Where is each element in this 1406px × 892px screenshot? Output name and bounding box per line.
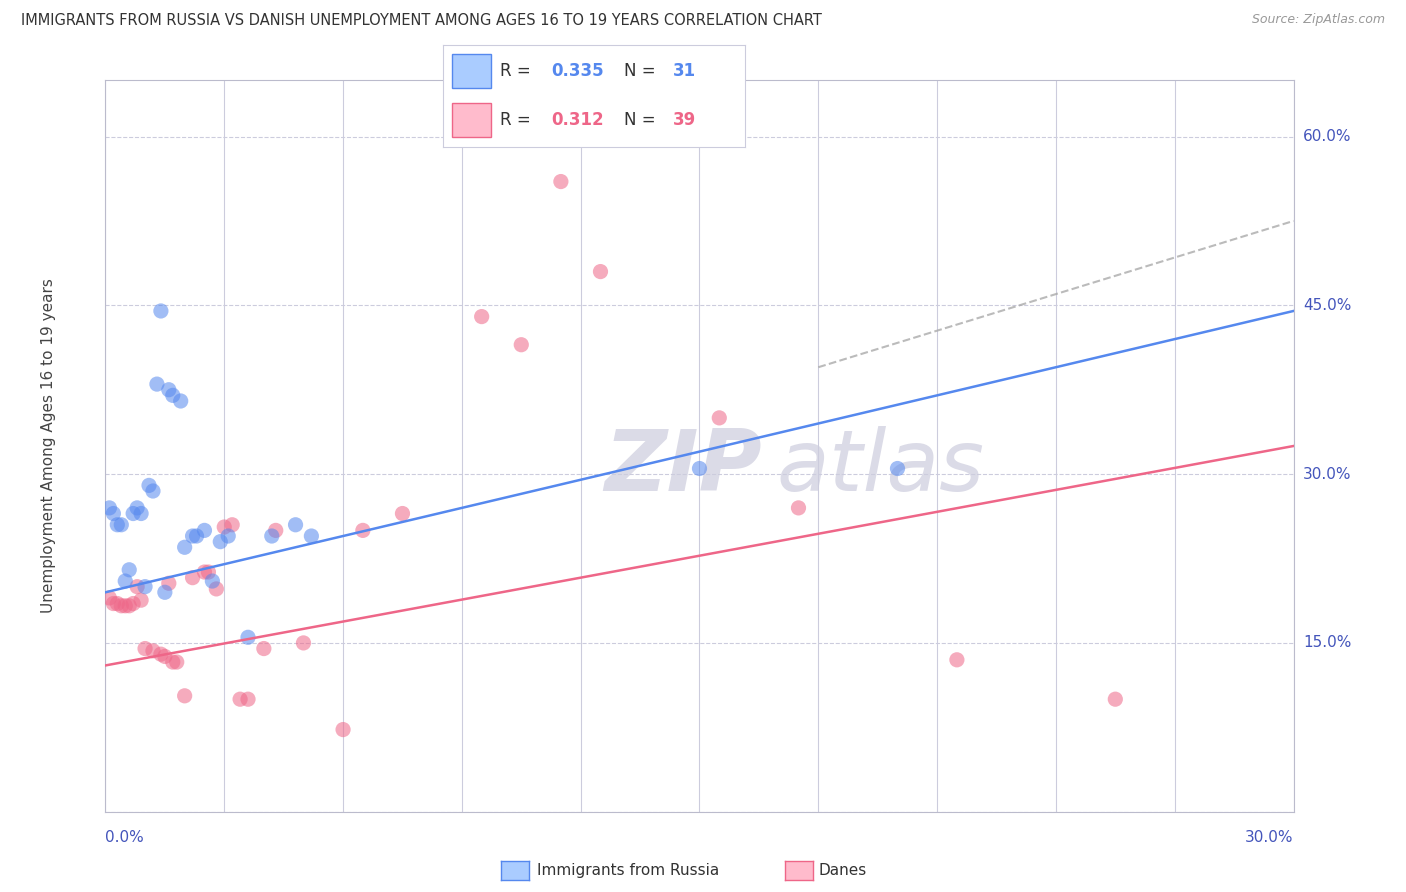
Point [510,337,533,351]
Text: 30.0%: 30.0% [1246,830,1294,845]
Point [471,310,494,324]
Text: R =: R = [501,111,536,129]
Point [118,599,141,613]
Bar [451,54,491,87]
Point [292,636,315,650]
Point [153,649,176,664]
Point [105,517,128,532]
Point [886,461,908,475]
Point [103,597,125,611]
Point [170,394,193,409]
Text: 0.312: 0.312 [551,111,605,129]
Point [149,304,172,318]
Point [122,597,145,611]
Point [689,461,711,475]
Point [709,410,731,425]
Point [181,571,204,585]
Point [221,517,243,532]
Point [352,524,374,538]
Text: 60.0%: 60.0% [1303,129,1351,144]
Text: 0.335: 0.335 [551,62,605,79]
Point [186,529,208,543]
Text: R =: R = [501,62,536,79]
Point [134,580,156,594]
Point [946,653,969,667]
Point [122,507,145,521]
Point [193,565,215,579]
Point [205,582,228,596]
Point [98,500,121,515]
Point [236,630,259,644]
Point [589,264,612,278]
Point [217,529,239,543]
Point [103,507,125,521]
Text: Danes: Danes [818,863,866,878]
Point [146,377,169,392]
Point [162,655,184,669]
Text: 39: 39 [672,111,696,129]
Text: 0.0%: 0.0% [105,830,145,845]
Point [209,534,232,549]
Point [142,483,165,498]
Point [138,478,160,492]
Point [229,692,252,706]
Text: IMMIGRANTS FROM RUSSIA VS DANISH UNEMPLOYMENT AMONG AGES 16 TO 19 YEARS CORRELAT: IMMIGRANTS FROM RUSSIA VS DANISH UNEMPLO… [21,13,823,29]
Point [149,647,172,661]
Point [264,524,287,538]
Point [173,541,195,555]
Point [118,563,141,577]
Point [110,517,132,532]
Point [157,576,180,591]
Point [153,585,176,599]
Point [299,529,322,543]
Text: 15.0%: 15.0% [1303,635,1351,650]
Point [787,500,810,515]
Point [391,507,413,521]
Point [114,574,136,588]
Text: 45.0%: 45.0% [1303,298,1351,313]
Text: 31: 31 [672,62,696,79]
Point [260,529,283,543]
Point [181,529,204,543]
Point [127,580,149,594]
Point [284,517,307,532]
Point [98,591,121,605]
Point [173,689,195,703]
Text: Immigrants from Russia: Immigrants from Russia [537,863,720,878]
Point [134,641,156,656]
Point [550,175,572,189]
Point [332,723,354,737]
Point [193,524,215,538]
Point [162,388,184,402]
Point [201,574,224,588]
Point [214,520,236,534]
Text: N =: N = [624,62,661,79]
Point [110,599,132,613]
Point [114,599,136,613]
Point [105,597,128,611]
Bar [451,103,491,137]
Text: atlas: atlas [776,426,984,509]
Text: Source: ZipAtlas.com: Source: ZipAtlas.com [1251,13,1385,27]
Point [127,500,149,515]
Point [129,593,152,607]
Text: ZIP: ZIP [605,426,762,509]
Point [253,641,276,656]
Point [236,692,259,706]
Text: Unemployment Among Ages 16 to 19 years: Unemployment Among Ages 16 to 19 years [41,278,56,614]
Point [1104,692,1126,706]
Text: 30.0%: 30.0% [1303,467,1351,482]
Point [142,644,165,658]
Point [166,655,188,669]
Point [197,565,219,579]
Text: N =: N = [624,111,661,129]
Point [129,507,152,521]
Point [157,383,180,397]
